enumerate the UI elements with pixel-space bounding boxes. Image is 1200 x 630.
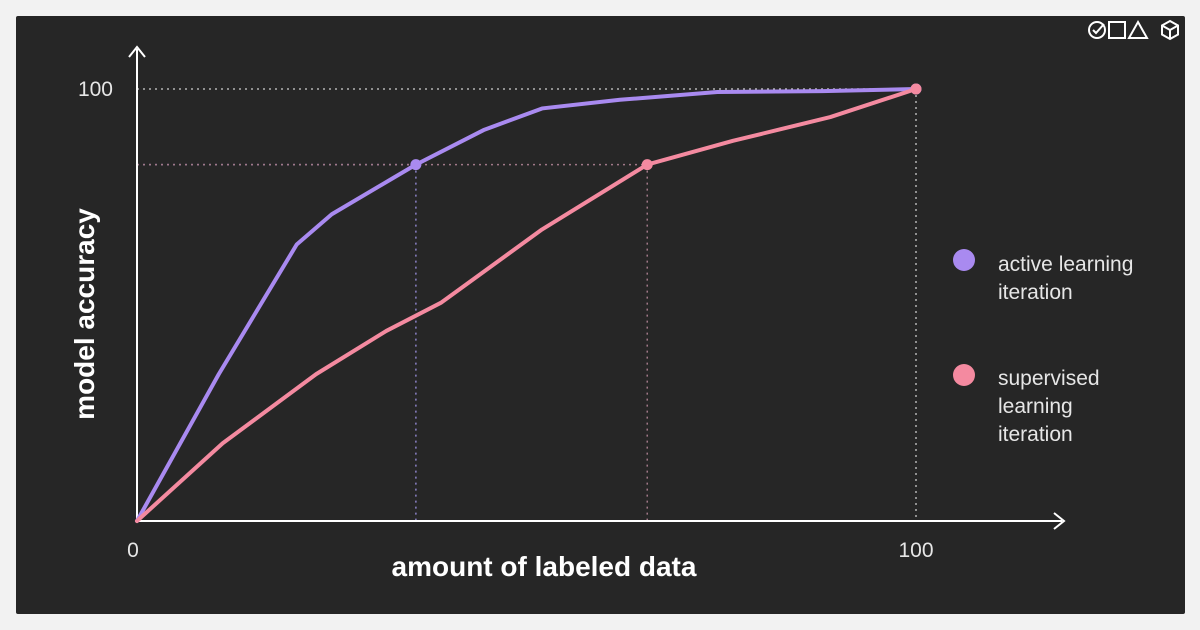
series-end-marker-1 [910, 83, 922, 95]
chart-card: 100 0 100 amount of labeled data model a… [16, 16, 1185, 614]
series-line-0 [135, 87, 918, 523]
y-axis-arrow [128, 45, 146, 58]
legend-swatch-active [953, 249, 975, 271]
x-axis-title: amount of labeled data [392, 551, 697, 582]
y-axis-title: model accuracy [69, 208, 100, 420]
axes [128, 45, 1066, 530]
legend-label-active: active learning iteration [998, 253, 1133, 304]
brand-icons [1088, 19, 1179, 41]
legend-swatch-supervised [953, 364, 975, 386]
accuracy-chart: 100 0 100 amount of labeled data model a… [69, 19, 1179, 582]
guide-lines [137, 88, 917, 521]
series-layer [135, 83, 922, 523]
y-tick-100: 100 [78, 78, 113, 101]
cube-icon [1161, 19, 1179, 41]
series-marker-1 [641, 159, 653, 171]
legend: active learning iteration supervised learn… [953, 249, 1133, 446]
triangle-icon [1127, 19, 1149, 39]
check-circle-icon [1088, 21, 1106, 39]
x-tick-100: 100 [898, 539, 933, 562]
x-axis-arrow [1053, 512, 1066, 530]
x-tick-0: 0 [127, 539, 139, 562]
series-marker-0 [410, 159, 422, 171]
square-icon [1108, 21, 1126, 39]
series-line-1 [135, 87, 918, 523]
legend-label-supervised: supervised learning iteration [998, 367, 1100, 446]
